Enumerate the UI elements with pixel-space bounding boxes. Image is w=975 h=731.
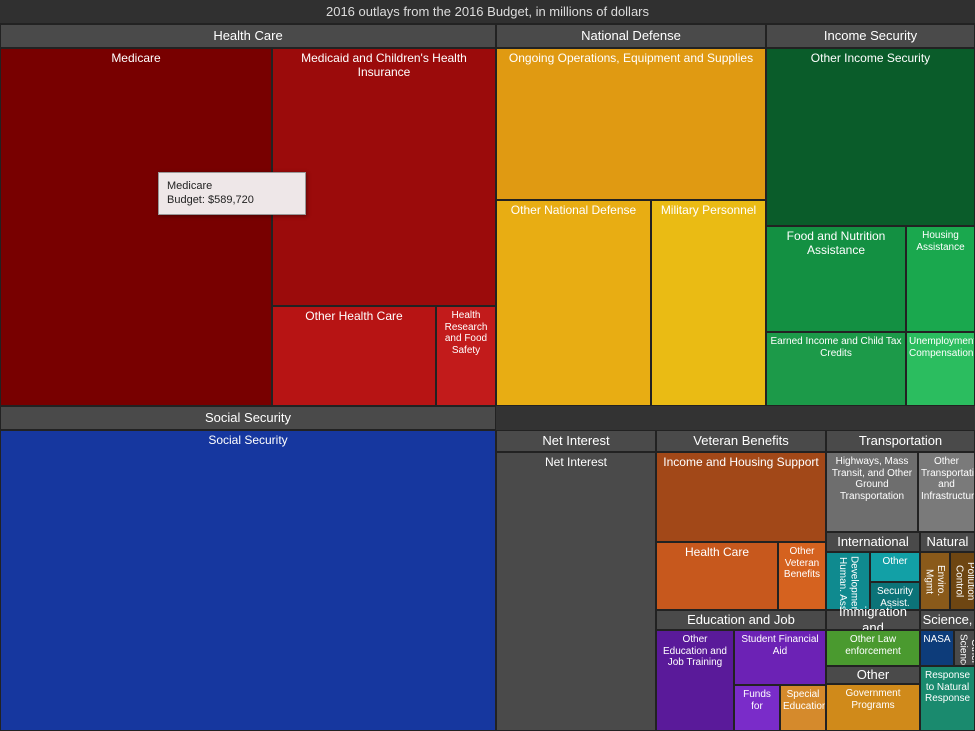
treemap-cell[interactable]: Health Care <box>656 542 778 610</box>
group-header[interactable]: Natural <box>920 532 975 552</box>
treemap-cell[interactable]: Government Programs <box>826 684 920 731</box>
group-header[interactable]: Veteran Benefits <box>656 430 826 452</box>
treemap-cell[interactable]: Response to Natural Response <box>920 666 975 731</box>
treemap-cell[interactable]: Highways, Mass Transit, and Other Ground… <box>826 452 918 532</box>
treemap-cell[interactable]: Other Law enforcement <box>826 630 920 666</box>
group-header[interactable]: Education and Job <box>656 610 826 630</box>
chart-title: 2016 outlays from the 2016 Budget, in mi… <box>0 0 975 24</box>
treemap-cell[interactable]: Other Veteran Benefits <box>778 542 826 610</box>
tooltip: MedicareBudget: $589,720 <box>158 172 306 215</box>
treemap-cell[interactable]: Income and Housing Support <box>656 452 826 542</box>
treemap-cell[interactable]: Medicare <box>0 48 272 406</box>
group-header[interactable]: National Defense <box>496 24 766 48</box>
treemap-cell[interactable]: Development Human. Asst <box>826 552 870 610</box>
treemap-cell[interactable]: Special Education <box>780 685 826 731</box>
treemap-cell[interactable]: Social Security <box>0 430 496 731</box>
treemap-cell[interactable]: Water & Enviro. Mgmt <box>920 552 950 610</box>
treemap-cell[interactable]: Other Transportation and Infrastructure <box>918 452 975 532</box>
group-header[interactable]: Immigration and <box>826 610 920 630</box>
group-header[interactable]: Social Security <box>0 406 496 430</box>
treemap-cell[interactable]: Other Income Security <box>766 48 975 226</box>
treemap-chart: 2016 outlays from the 2016 Budget, in mi… <box>0 0 975 731</box>
treemap-cell[interactable]: Student Financial Aid <box>734 630 826 685</box>
treemap-cell[interactable]: Military Personnel <box>651 200 766 406</box>
group-header[interactable]: Health Care <box>0 24 496 48</box>
treemap-cell[interactable]: Pollution Control <box>950 552 975 610</box>
treemap-cell[interactable]: NASA <box>920 630 954 666</box>
treemap-cell[interactable]: Ongoing Operations, Equipment and Suppli… <box>496 48 766 200</box>
treemap-cell[interactable]: Housing Assistance <box>906 226 975 332</box>
group-header[interactable]: Other <box>826 666 920 684</box>
treemap-cell[interactable]: Other <box>870 552 920 582</box>
treemap-cell[interactable]: Other Science <box>954 630 975 666</box>
group-header[interactable]: Income Security <box>766 24 975 48</box>
treemap-cell[interactable]: Net Interest <box>496 452 656 731</box>
treemap-cell[interactable]: Earned Income and Child Tax Credits <box>766 332 906 406</box>
treemap-cell[interactable]: Funds for <box>734 685 780 731</box>
group-header[interactable]: International <box>826 532 920 552</box>
treemap-cell[interactable]: Other Health Care <box>272 306 436 406</box>
treemap-cell[interactable]: Other Education and Job Training <box>656 630 734 731</box>
group-header[interactable]: Net Interest <box>496 430 656 452</box>
treemap-cell[interactable]: Unemployment Compensation <box>906 332 975 406</box>
group-header[interactable]: Transportation <box>826 430 975 452</box>
group-header[interactable]: Science, <box>920 610 975 630</box>
treemap-cell[interactable]: Food and Nutrition Assistance <box>766 226 906 332</box>
treemap-cell[interactable]: Other National Defense <box>496 200 651 406</box>
treemap-cell[interactable]: Health Research and Food Safety <box>436 306 496 406</box>
